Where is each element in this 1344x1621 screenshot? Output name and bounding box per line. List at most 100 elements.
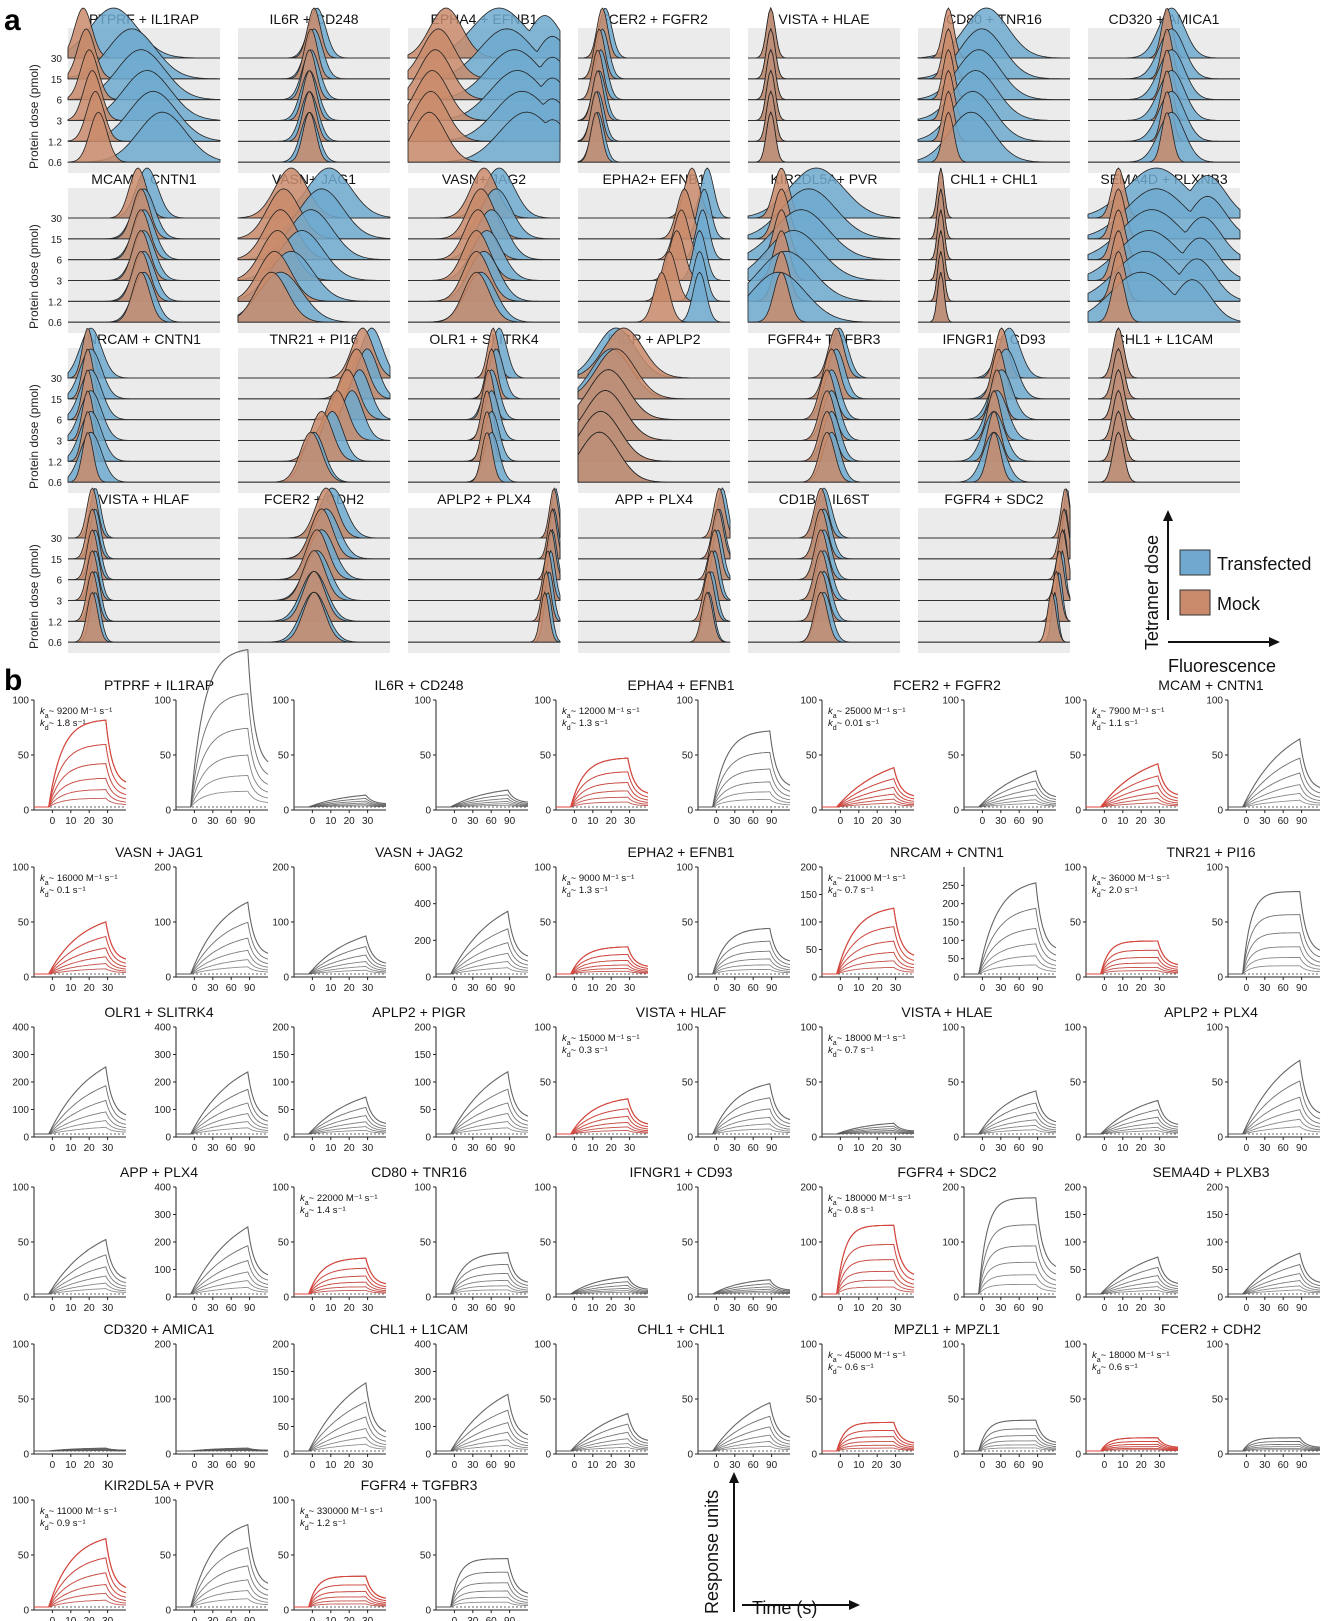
long-contact-trace	[698, 964, 791, 975]
kinetics-label: ka~ 25000 M⁻¹ s⁻¹	[828, 706, 906, 720]
long-contact-trace	[1228, 1280, 1321, 1295]
kinetic-fit-trace	[34, 956, 127, 975]
short-contact-trace	[556, 1413, 649, 1452]
kinetic-fit-trace	[556, 757, 649, 808]
x-tick-label: 0	[980, 983, 986, 994]
x-tick-label: 20	[344, 1460, 356, 1471]
short-contact-trace	[294, 954, 387, 975]
short-contact-trace	[294, 946, 387, 975]
sensorgram-pair: APLP2 + PLX4 0 50 100 0 10 20 30 0 50 100 0 30 60 90	[1064, 1004, 1321, 1154]
long-contact-trace	[698, 1279, 791, 1295]
short-contact-trace	[1086, 1286, 1179, 1295]
x-tick-label: 30	[890, 816, 902, 827]
short-contact-trace	[294, 805, 386, 808]
short-contact-trace	[1086, 1289, 1178, 1295]
short-contact-trace	[1086, 1281, 1179, 1295]
long-contact-trace	[964, 1274, 1057, 1295]
y-tick-label: 200	[414, 1395, 431, 1406]
x-tick-label: 90	[1296, 1460, 1308, 1471]
x-tick-label: 30	[729, 983, 741, 994]
x-tick-label: 20	[344, 983, 356, 994]
y-tick-label: 0	[545, 1293, 551, 1304]
long-contact-trace	[436, 1393, 529, 1452]
ridge-subplot: PIGR + APLP2	[577, 327, 730, 493]
x-tick-label: 0	[1102, 1143, 1108, 1154]
x-tick-label: 10	[853, 1460, 865, 1471]
x-tick-label: 0	[714, 1303, 720, 1314]
x-tick-label: 60	[226, 983, 238, 994]
y-tick-label: 100	[12, 696, 29, 707]
x-tick-label: 30	[207, 983, 219, 994]
kinetics-label: ka~ 9000 M⁻¹ s⁻¹	[562, 873, 634, 887]
sensorgram-pair: SEMA4D + PLXB3 0 50 100 150 200 0 10 20 30 0 50 100 1…	[1064, 1164, 1321, 1314]
short-contact-trace	[34, 1111, 127, 1135]
kinetic-fit-trace	[822, 1436, 915, 1452]
subplot-title: PTPRF + IL1RAP	[104, 677, 214, 693]
kinetic-fit-trace	[556, 1130, 648, 1135]
x-tick-label: 10	[587, 816, 599, 827]
dose-tick-label: 15	[51, 235, 63, 246]
y-tick-label: 100	[154, 918, 171, 929]
y-tick-label: 100	[676, 863, 693, 874]
x-tick-label: 0	[452, 1143, 458, 1154]
long-contact-trace	[964, 788, 1057, 808]
long-contact-trace	[1228, 799, 1320, 808]
dose-tick-label: 30	[51, 214, 63, 225]
long-contact-trace	[176, 949, 269, 975]
x-tick-label: 20	[872, 1303, 884, 1314]
long-contact-trace	[436, 794, 529, 808]
kinetics-label: kd~ 0.7 s⁻¹	[828, 1045, 874, 1059]
long-contact-trace	[964, 1428, 1057, 1452]
x-tick-label: 0	[50, 1143, 56, 1154]
short-contact-trace	[822, 1132, 914, 1135]
y-tick-label: 50	[806, 751, 818, 762]
subplot-title: VASN + JAG1	[115, 844, 203, 860]
x-tick-label: 30	[207, 1143, 219, 1154]
y-tick-label: 100	[534, 1183, 551, 1194]
long-contact-trace	[1228, 772, 1321, 808]
short-contact-trace	[294, 1121, 387, 1135]
x-tick-label: 60	[1014, 1460, 1026, 1471]
long-contact-trace	[1228, 1437, 1321, 1452]
long-contact-trace	[698, 1290, 790, 1295]
long-contact-trace	[176, 775, 269, 808]
long-contact-trace	[964, 1197, 1057, 1295]
sensorgram-pair: CD80 + TNR16 0 50 100 0 10 20 30 0 50 100 0 30 60 90 ka…	[272, 1164, 529, 1314]
y-tick-label: 200	[272, 863, 289, 874]
y-tick-label: 0	[811, 806, 817, 817]
x-tick-label: 30	[102, 816, 114, 827]
ridge-subplot: VISTA + HLAE	[748, 6, 900, 173]
kinetic-fit-trace	[822, 1286, 914, 1295]
y-tick-label: 100	[414, 1078, 431, 1089]
kinetic-fit-trace	[822, 798, 914, 808]
short-contact-trace	[822, 1259, 915, 1295]
long-contact-trace	[698, 950, 791, 975]
y-tick-label: 50	[160, 751, 172, 762]
kinetic-fit-trace	[556, 1121, 649, 1135]
long-contact-trace	[1228, 1059, 1321, 1135]
sensorgram-pair: FCER2 + CDH2 0 50 100 0 10 20 30 0 50 100 0 30 60 90 ka…	[1064, 1321, 1321, 1471]
y-tick-label: 200	[1064, 1183, 1081, 1194]
x-tick-label: 60	[486, 1303, 498, 1314]
long-contact-trace	[964, 927, 1057, 975]
kinetics-label: kd~ 1.3 s⁻¹	[562, 718, 608, 732]
y-tick-label: 0	[687, 1293, 693, 1304]
kinetic-fit-trace	[822, 960, 915, 975]
long-contact-trace	[176, 1112, 269, 1135]
y-tick-label: 200	[942, 899, 959, 910]
y-tick-label: 50	[18, 751, 30, 762]
x-tick-label: 10	[325, 816, 337, 827]
time-arrowhead	[849, 1600, 860, 1610]
kinetic-fit-trace	[34, 744, 127, 808]
y-axis-label: Protein dose (pmol)	[27, 384, 41, 489]
long-contact-trace	[176, 1598, 268, 1608]
ridge-subplot: VASN+ JAG1	[237, 167, 391, 333]
short-contact-trace	[34, 1099, 127, 1135]
long-contact-trace	[964, 1440, 1057, 1452]
x-tick-label: 20	[606, 816, 618, 827]
y-tick-label: 0	[165, 1450, 171, 1461]
long-contact-trace	[698, 781, 791, 808]
long-contact-trace	[176, 790, 269, 808]
y-tick-label: 200	[1206, 1183, 1223, 1194]
y-tick-label: 200	[800, 1183, 817, 1194]
